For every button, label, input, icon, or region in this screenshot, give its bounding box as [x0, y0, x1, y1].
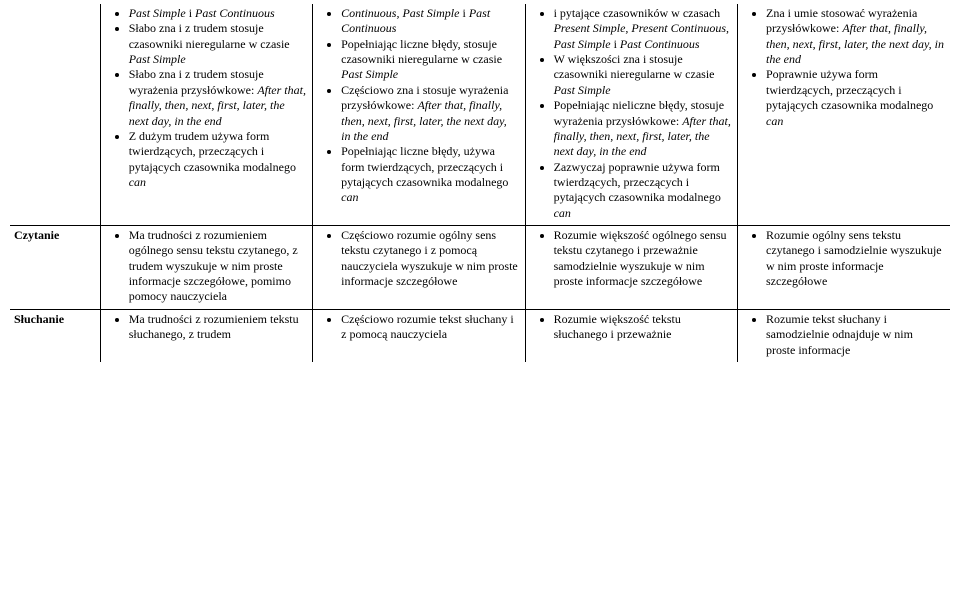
- cell-r1c5: Zna i umie stosować wyrażenia przysłówko…: [738, 4, 951, 226]
- italic-term: can: [766, 114, 783, 128]
- rubric-table: Past Simple i Past ContinuousSłabo zna i…: [10, 4, 950, 362]
- list-item: W większości zna i stosuje czasowniki ni…: [554, 52, 731, 98]
- list-item: Popełniając liczne błędy, stosuje czasow…: [341, 37, 518, 83]
- list-item: Continuous, Past Simple i Past Continuou…: [341, 6, 518, 37]
- list-item: Rozumie ogólny sens tekstu czytanego i s…: [766, 228, 944, 289]
- list-item: Rozumie tekst słuchany i samodzielnie od…: [766, 312, 944, 358]
- row-label: [10, 4, 100, 226]
- list-item: Częściowo rozumie tekst słuchany i z pom…: [341, 312, 518, 343]
- list-item: Popełniając liczne błędy, używa form twi…: [341, 144, 518, 205]
- italic-term: can: [129, 175, 146, 189]
- italic-term: Past Simple: [341, 67, 398, 81]
- list-item: Popełniając nieliczne błędy, stosuje wyr…: [554, 98, 731, 159]
- list-item: Zazwyczaj poprawnie używa form twierdząc…: [554, 160, 731, 221]
- list-item: Rozumie większość ogólnego sensu tekstu …: [554, 228, 731, 289]
- list-item: Rozumie większość tekstu słuchanego i pr…: [554, 312, 731, 343]
- cell-r2c4: Rozumie większość ogólnego sensu tekstu …: [525, 226, 737, 310]
- list-item: Ma trudności z rozumieniem ogólnego sens…: [129, 228, 306, 305]
- list-item: Zna i umie stosować wyrażenia przysłówko…: [766, 6, 944, 67]
- italic-term: After that, finally, then, next, first, …: [341, 98, 507, 143]
- italic-term: After that, finally, then, next, first, …: [554, 114, 731, 159]
- italic-term: Past Simple: [129, 52, 186, 66]
- italic-term: can: [341, 190, 358, 204]
- list-item: Ma trudności z rozumieniem tekstu słucha…: [129, 312, 306, 343]
- table-row: Past Simple i Past ContinuousSłabo zna i…: [10, 4, 950, 226]
- list-item: Częściowo zna i stosuje wyrażenia przysł…: [341, 83, 518, 144]
- table-row: Czytanie Ma trudności z rozumieniem ogól…: [10, 226, 950, 310]
- italic-term: Past Simple: [554, 83, 611, 97]
- list-item: i pytające czasowników w czasach Present…: [554, 6, 731, 52]
- table-row: Słuchanie Ma trudności z rozumieniem tek…: [10, 309, 950, 362]
- row-label-sluchanie: Słuchanie: [10, 309, 100, 362]
- italic-term: Past Continuous: [195, 6, 275, 20]
- italic-term: Past Continuous: [620, 37, 700, 51]
- cell-r1c2: Past Simple i Past ContinuousSłabo zna i…: [100, 4, 312, 226]
- italic-term: Continuous, Past Simple: [341, 6, 459, 20]
- cell-r2c3: Częściowo rozumie ogólny sens tekstu czy…: [313, 226, 525, 310]
- list-item: Słabo zna i z trudem stosuje czasowniki …: [129, 21, 306, 67]
- list-item: Past Simple i Past Continuous: [129, 6, 306, 21]
- list-item: Częściowo rozumie ogólny sens tekstu czy…: [341, 228, 518, 289]
- list-item: Z dużym trudem używa form twierdzących, …: [129, 129, 306, 190]
- italic-term: Past Simple: [129, 6, 186, 20]
- list-item: Poprawnie używa form twierdzących, przec…: [766, 67, 944, 128]
- italic-term: After that, finally, then, next, first, …: [129, 83, 306, 128]
- cell-r3c2: Ma trudności z rozumieniem tekstu słucha…: [100, 309, 312, 362]
- cell-r2c5: Rozumie ogólny sens tekstu czytanego i s…: [738, 226, 951, 310]
- cell-r3c5: Rozumie tekst słuchany i samodzielnie od…: [738, 309, 951, 362]
- cell-r1c3: Continuous, Past Simple i Past Continuou…: [313, 4, 525, 226]
- cell-r1c4: i pytające czasowników w czasach Present…: [525, 4, 737, 226]
- list-item: Słabo zna i z trudem stosuje wyrażenia p…: [129, 67, 306, 128]
- cell-r2c2: Ma trudności z rozumieniem ogólnego sens…: [100, 226, 312, 310]
- cell-r3c3: Częściowo rozumie tekst słuchany i z pom…: [313, 309, 525, 362]
- italic-term: can: [554, 206, 571, 220]
- row-label-czytanie: Czytanie: [10, 226, 100, 310]
- document-page: Past Simple i Past ContinuousSłabo zna i…: [0, 0, 960, 602]
- cell-r3c4: Rozumie większość tekstu słuchanego i pr…: [525, 309, 737, 362]
- italic-term: After that, finally, then, next, first, …: [766, 21, 944, 66]
